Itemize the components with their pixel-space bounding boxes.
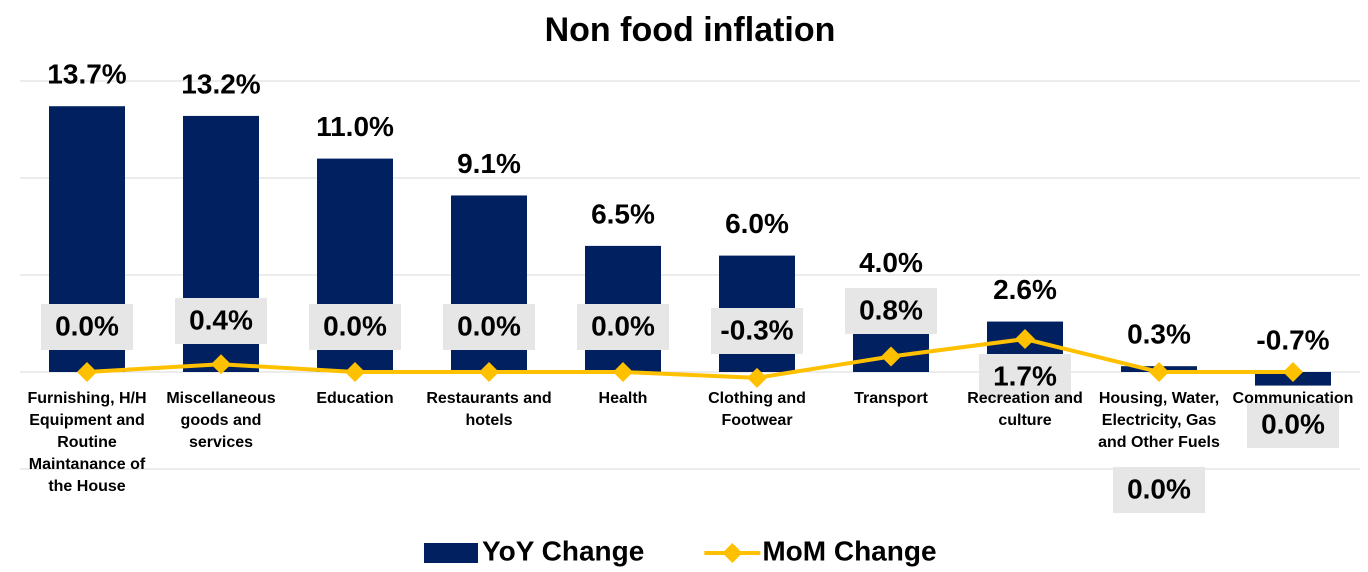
label-box — [845, 288, 937, 334]
legend-swatch — [424, 543, 478, 563]
bar-label: 6.0% — [725, 208, 789, 239]
bar-label: 2.6% — [993, 274, 1057, 305]
label-box — [309, 304, 401, 350]
label-box — [979, 354, 1071, 400]
line-label: 0.4% — [189, 304, 253, 335]
line-marker — [1015, 329, 1035, 350]
line-marker — [77, 362, 97, 382]
legend-marker — [722, 543, 743, 563]
bar-label: 13.7% — [47, 59, 126, 90]
label-box — [175, 298, 267, 344]
x-tick-label: Restaurants and hotels — [426, 390, 552, 429]
line-label: 0.0% — [1127, 473, 1191, 504]
line-label: 0.0% — [1261, 408, 1325, 439]
label-box — [577, 304, 669, 350]
line-label: 0.8% — [859, 294, 923, 325]
line — [86, 336, 1293, 380]
line-marker — [1283, 362, 1303, 382]
bar-label: 0.3% — [1127, 319, 1191, 350]
x-tick-label: Transport — [854, 390, 928, 407]
x-tick-label: Recreation and culture — [967, 390, 1083, 429]
x-tick-label: Communication — [1232, 390, 1354, 407]
line-marker — [613, 362, 633, 382]
label-box — [1113, 467, 1205, 513]
line-marker — [1149, 362, 1169, 382]
bar-label: -0.7% — [1256, 324, 1329, 355]
line-marker — [345, 362, 365, 382]
legend-label: MoM Change — [762, 535, 936, 566]
line-label: 0.0% — [591, 310, 655, 341]
label-box — [711, 308, 803, 354]
bar-label: 6.5% — [591, 198, 655, 229]
x-tick-label: Clothing and Footwear — [708, 390, 806, 429]
x-tick-label: Miscellaneous goods and services — [166, 390, 276, 451]
line-label: 0.0% — [323, 310, 387, 341]
x-tick-label: Housing, Water, Electricity, Gas and Oth… — [1098, 390, 1220, 451]
line-marker — [211, 354, 231, 375]
label-box — [1247, 402, 1339, 448]
bar-label: 13.2% — [181, 68, 260, 99]
label-box — [443, 304, 535, 350]
line-label: 1.7% — [993, 360, 1057, 391]
bar-label: 11.0% — [316, 111, 394, 142]
line-label: 0.0% — [55, 310, 119, 341]
label-box — [41, 304, 133, 350]
line-marker — [881, 346, 901, 367]
x-tick-label: Health — [598, 390, 648, 407]
line-marker — [747, 367, 767, 388]
bar-label: 4.0% — [859, 247, 923, 278]
legend-label: YoY Change — [482, 535, 644, 566]
x-tick-label: Furnishing, H/H Equipment and Routine Ma… — [27, 390, 147, 495]
bar-label: 9.1% — [457, 148, 521, 179]
line-label: 0.0% — [457, 310, 521, 341]
line-marker — [479, 362, 499, 382]
line-label: -0.3% — [720, 314, 793, 345]
chart-title: Non food inflation — [545, 11, 836, 49]
x-tick-label: Education — [316, 390, 394, 407]
